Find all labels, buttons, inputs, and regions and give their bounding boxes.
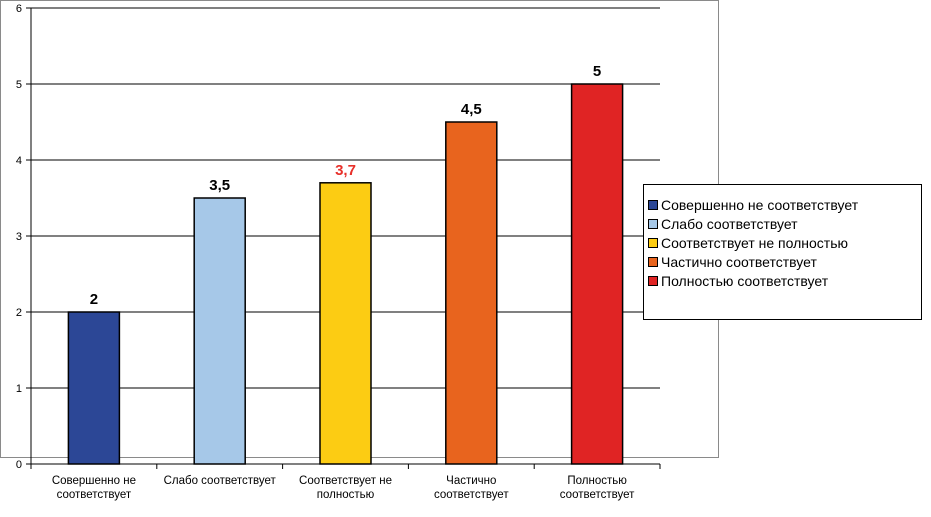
bar (319, 182, 372, 465)
legend-item: Слабо соответствует (648, 215, 798, 233)
y-tick-label: 6 (16, 3, 22, 15)
y-tick-label: 5 (16, 79, 22, 91)
x-tick-label: соответствует (560, 489, 635, 501)
x-tick-label: соответствует (57, 489, 132, 501)
legend-item: Соответствует не полностью (648, 234, 848, 252)
bar (445, 121, 498, 465)
data-label: 4,5 (461, 101, 482, 118)
chart-legend: Совершенно не соответствует Слабо соотве… (643, 184, 922, 320)
legend-label: Совершенно не соответствует (661, 197, 859, 213)
x-tick-label: Соответствует не (299, 475, 392, 487)
legend-swatch (648, 238, 658, 248)
legend-swatch (648, 200, 658, 210)
data-label: 3,5 (209, 177, 230, 194)
bar (193, 197, 246, 465)
x-tick-label: Частично (446, 475, 496, 487)
y-tick-label: 1 (16, 383, 22, 395)
legend-item: Частично соответствует (648, 253, 817, 271)
y-tick-label: 2 (16, 307, 22, 319)
y-tick-label: 3 (16, 231, 22, 243)
y-tick-label: 0 (16, 459, 22, 471)
legend-swatch (648, 219, 658, 229)
data-label: 5 (593, 63, 601, 80)
data-label: 2 (90, 291, 98, 308)
bar (67, 311, 121, 465)
x-tick-label: Полностью (567, 475, 627, 487)
legend-label: Полностью соответствует (661, 273, 829, 289)
legend-label: Частично соответствует (661, 254, 817, 270)
x-tick-label: Слабо соответствует (164, 475, 277, 487)
x-tick-label: Совершенно не (52, 475, 136, 487)
data-label: 3,7 (335, 162, 356, 179)
y-tick-label: 4 (16, 155, 22, 167)
legend-item: Полностью соответствует (648, 272, 828, 290)
x-tick-label: полностью (317, 489, 375, 501)
legend-label: Соответствует не полностью (661, 235, 849, 251)
bar (570, 83, 624, 465)
x-tick-label: соответствует (434, 489, 509, 501)
legend-swatch (648, 257, 658, 267)
legend-item: Совершенно не соответствует (648, 196, 858, 214)
legend-label: Слабо соответствует (661, 216, 798, 232)
legend-swatch (648, 276, 658, 286)
